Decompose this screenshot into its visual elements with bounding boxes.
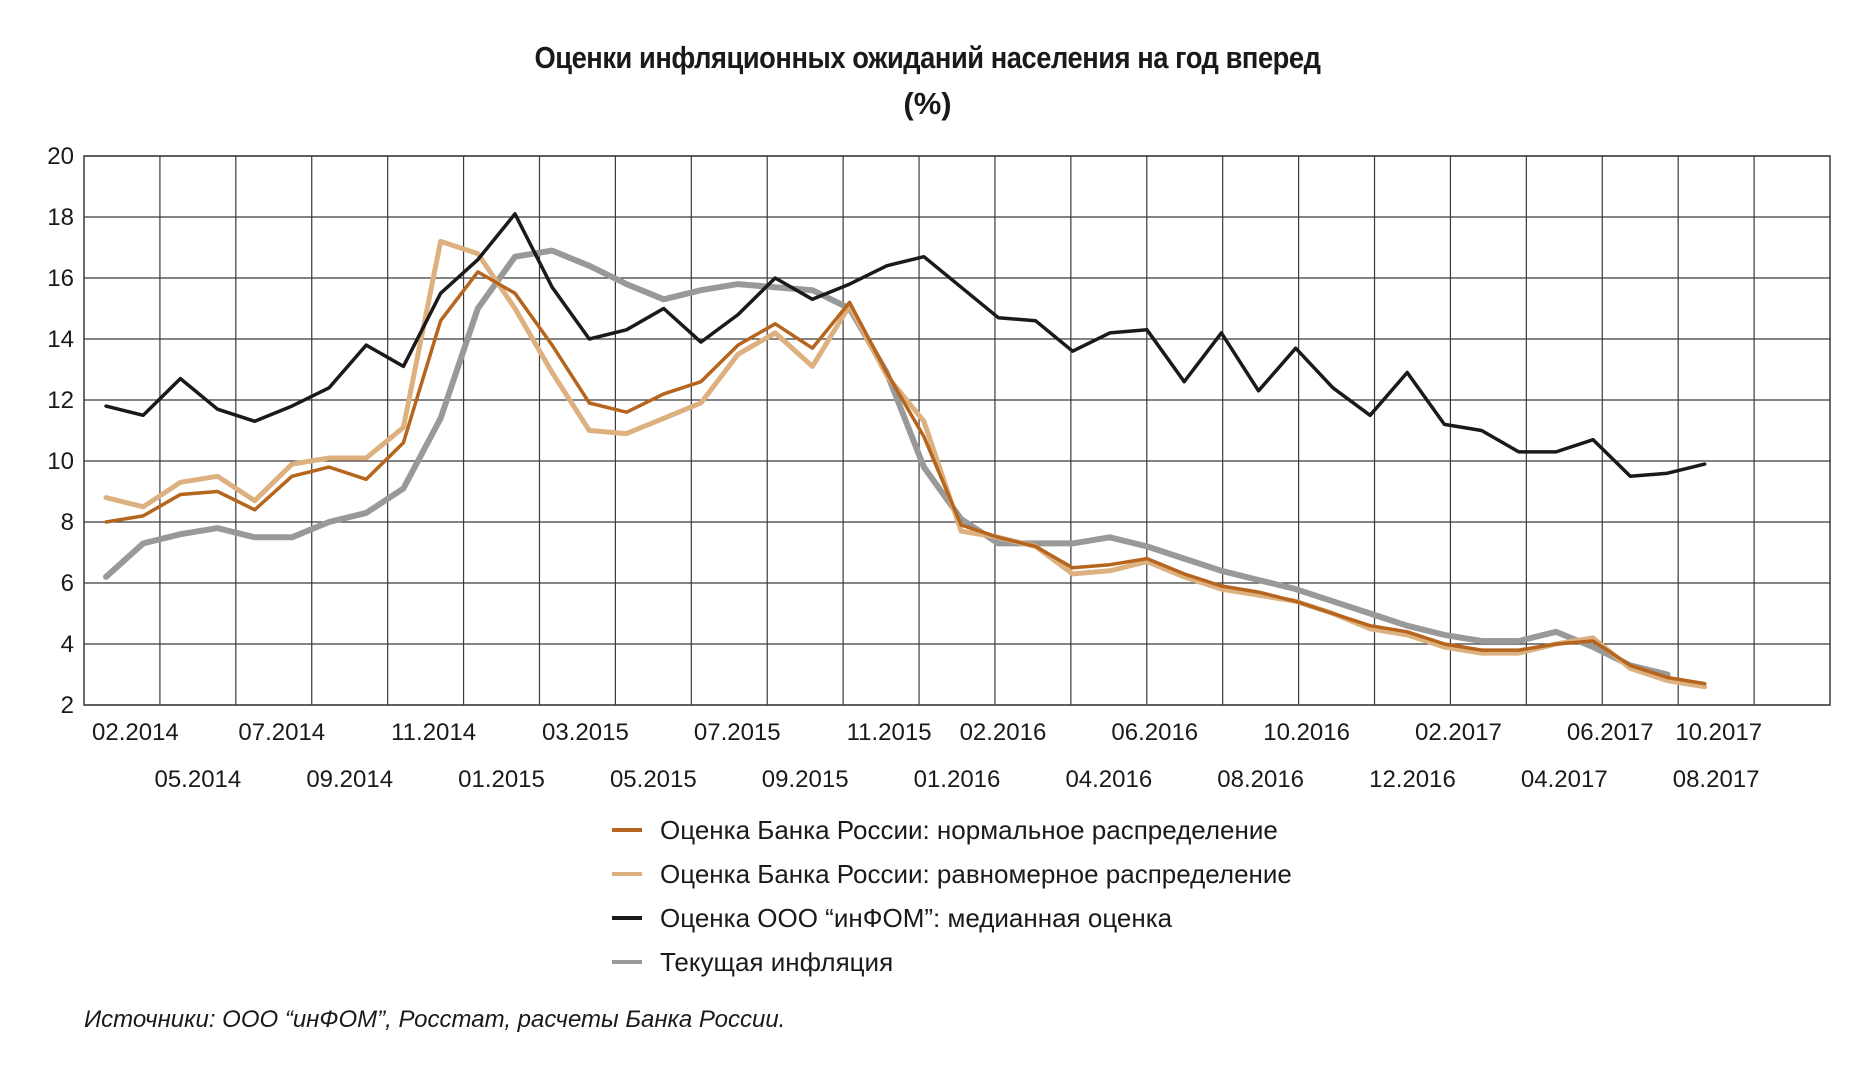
source-note: Источники: ООО “инФОМ”, Росстат, расчеты…	[84, 1006, 786, 1033]
legend-swatch-uniform	[612, 872, 642, 876]
plot-frame	[83, 155, 1831, 706]
y-axis-tick-labels: 2 4 6 8 10 12 14 16 18 20	[47, 143, 74, 719]
grid-lines	[84, 155, 1830, 706]
x-tick-label: 05.2014	[154, 766, 241, 793]
x-tick-label: 03.2015	[542, 719, 629, 746]
y-tick-label: 12	[47, 387, 74, 414]
x-tick-label: 02.2014	[92, 719, 179, 746]
legend-swatch-current-inflation	[612, 960, 642, 964]
x-tick-label: 01.2016	[914, 766, 1001, 793]
x-tick-label: 08.2017	[1673, 766, 1760, 793]
y-tick-label: 4	[61, 631, 74, 658]
x-tick-label: 04.2017	[1521, 766, 1608, 793]
chart-subtitle: (%)	[903, 86, 952, 121]
series-line-1	[103, 238, 1708, 690]
x-tick-label: 11.2014	[391, 719, 476, 746]
legend-item-uniform: Оценка Банка России: равномерное распред…	[612, 852, 1292, 896]
x-tick-label: 09.2014	[306, 766, 393, 793]
series-line-2	[104, 212, 1707, 479]
x-axis-tick-labels: 02.2014 07.2014 11.2014 03.2015 07.2015 11.20…	[92, 719, 1762, 793]
x-tick-label: 08.2016	[1217, 766, 1304, 793]
x-tick-label: 06.2017	[1567, 719, 1654, 746]
x-tick-label: 07.2014	[238, 719, 325, 746]
y-tick-label: 8	[61, 509, 74, 536]
y-tick-label: 6	[61, 570, 74, 597]
x-tick-label: 06.2016	[1111, 719, 1198, 746]
legend-item-normal: Оценка Банка России: нормальное распреде…	[612, 808, 1292, 852]
legend-item-current-inflation: Текущая инфляция	[612, 940, 1292, 984]
y-tick-label: 18	[47, 204, 74, 231]
y-tick-label: 20	[47, 143, 74, 170]
x-tick-label: 10.2017	[1675, 719, 1762, 746]
legend-label-infom: Оценка ООО “инФОМ”: медианная оценка	[660, 902, 1173, 933]
x-tick-label: 04.2016	[1065, 766, 1152, 793]
series-lines	[103, 212, 1708, 690]
legend-label-current-inflation: Текущая инфляция	[660, 946, 894, 977]
x-tick-label: 09.2015	[762, 766, 849, 793]
series-line-3	[103, 247, 1671, 678]
legend-label-normal: Оценка Банка России: нормальное распреде…	[660, 814, 1278, 845]
x-tick-label: 10.2016	[1263, 719, 1350, 746]
legend-swatch-infom	[612, 916, 642, 920]
x-tick-label: 12.2016	[1369, 766, 1456, 793]
x-tick-label: 02.2016	[960, 719, 1047, 746]
y-tick-label: 16	[47, 265, 74, 292]
series-line-0	[104, 270, 1707, 686]
x-tick-label: 02.2017	[1415, 719, 1502, 746]
x-tick-label: 01.2015	[458, 766, 545, 793]
x-tick-label: 11.2015	[847, 719, 932, 746]
legend-item-infom: Оценка ООО “инФОМ”: медианная оценка	[612, 896, 1292, 940]
legend: Оценка Банка России: нормальное распреде…	[612, 808, 1292, 984]
legend-label-uniform: Оценка Банка России: равномерное распред…	[660, 858, 1292, 889]
x-tick-label: 05.2015	[610, 766, 697, 793]
y-tick-label: 10	[47, 448, 74, 475]
y-tick-label: 14	[47, 326, 74, 353]
legend-swatch-normal	[612, 828, 642, 832]
chart-title: Оценки инфляционных ожиданий населения н…	[534, 40, 1321, 75]
y-tick-label: 2	[61, 692, 74, 719]
x-tick-label: 07.2015	[694, 719, 781, 746]
